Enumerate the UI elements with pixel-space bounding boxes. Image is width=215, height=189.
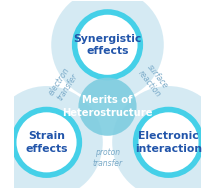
Text: Merits of
Heterostructure: Merits of Heterostructure xyxy=(62,95,153,118)
Circle shape xyxy=(112,86,215,189)
Circle shape xyxy=(0,86,103,189)
Circle shape xyxy=(51,0,164,101)
Circle shape xyxy=(136,109,201,175)
Text: Synergistic
effects: Synergistic effects xyxy=(73,34,142,56)
Circle shape xyxy=(75,12,140,78)
Circle shape xyxy=(78,78,137,136)
Text: Electronic
interaction: Electronic interaction xyxy=(135,131,202,153)
Text: surface
reaction: surface reaction xyxy=(136,62,171,99)
Circle shape xyxy=(14,109,79,175)
Text: electron
transfer: electron transfer xyxy=(46,66,80,103)
Text: Strain
effects: Strain effects xyxy=(25,131,68,153)
Text: proton
transfer: proton transfer xyxy=(92,148,123,168)
